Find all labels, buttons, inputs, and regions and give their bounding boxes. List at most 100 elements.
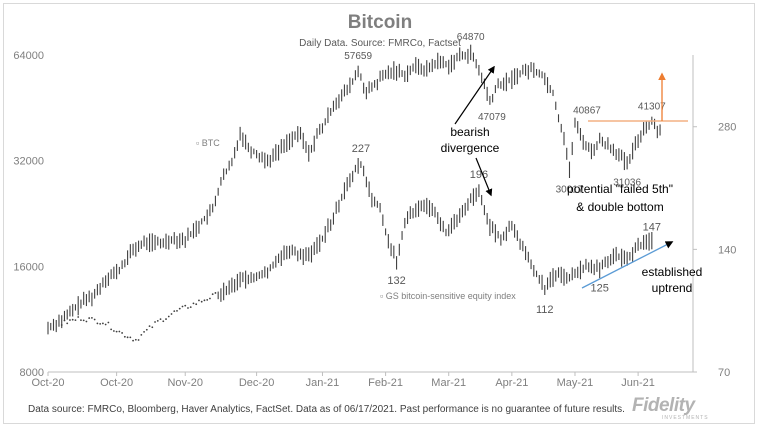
x-tick-label: Jan-21 — [306, 377, 340, 389]
gs-series-label: ▫ GS bitcoin-sensitive equity index — [380, 291, 516, 301]
gs-index-point — [101, 322, 104, 325]
btc-series-layer — [47, 44, 661, 335]
divergence-arrow-up — [454, 65, 495, 125]
gs-index-point — [74, 319, 77, 322]
x-tick-label: Apr-21 — [495, 377, 528, 389]
x-tick-label: Jun-21 — [621, 377, 655, 389]
annotation-layer: ▫ BTC ▫ GS bitcoin-sensitive equity index… — [196, 32, 702, 316]
uptrend-line — [581, 241, 674, 289]
data-source-footnote: Data source: FMRCo, Bloomberg, Haver Ana… — [28, 404, 625, 415]
btc-value-label: 30017 — [556, 184, 584, 195]
annotation-divergence: divergence — [441, 141, 500, 155]
btc-value-label: 41307 — [638, 102, 666, 113]
gs-index-point — [189, 306, 192, 309]
gs-value-label: 125 — [591, 282, 609, 294]
btc-value-label: 31036 — [613, 177, 641, 188]
gs-index-point — [132, 339, 134, 342]
x-tick-label: Dec-20 — [239, 377, 274, 389]
x-tick-label: Feb-21 — [368, 377, 403, 389]
gs-index-point — [145, 328, 148, 331]
x-tick-label: May-21 — [557, 377, 594, 389]
gs-index-point — [69, 319, 71, 321]
gs-value-label: 196 — [470, 169, 488, 181]
gs-index-point — [165, 318, 167, 320]
left-tick-label: 64000 — [13, 50, 44, 62]
gs-index-point — [121, 332, 124, 334]
gs-index-point — [110, 328, 113, 331]
btc-value-label: 57659 — [344, 51, 372, 62]
axes-layer: 8000 16000 32000 64000 70 140 280 Oct-20 Oct-20 N… — [13, 50, 736, 389]
chart-frame — [3, 3, 755, 424]
annotation-bearish: bearish — [450, 125, 489, 139]
gs-index-point — [143, 331, 145, 333]
gs-index-point — [99, 322, 102, 325]
gs-index-point — [63, 319, 66, 322]
gs-value-label: 132 — [387, 275, 405, 287]
x-tick-label: Oct-20 — [31, 377, 64, 389]
gs-index-point — [118, 330, 121, 333]
x-tick-label: Nov-20 — [167, 377, 202, 389]
x-tick-label: Mar-21 — [431, 377, 466, 389]
gs-index-point — [66, 322, 69, 325]
gs-index-point — [176, 309, 178, 312]
btc-value-label: 47079 — [478, 112, 506, 123]
left-tick-label: 32000 — [13, 156, 44, 168]
gs-index-point — [209, 297, 211, 300]
gs-index-point — [192, 302, 195, 305]
gs-index-point — [156, 319, 159, 322]
btc-value-label: 40867 — [573, 105, 601, 116]
right-tick-label: 140 — [718, 244, 736, 256]
gs-index-point — [137, 339, 140, 341]
gs-index-point — [104, 323, 107, 326]
gs-index-point — [200, 300, 203, 303]
gs-index-point — [80, 319, 82, 322]
annotation-double-bottom: & double bottom — [576, 200, 663, 214]
gs-value-label: 227 — [352, 143, 370, 155]
gs-index-point — [195, 303, 198, 306]
gs-index-point — [129, 336, 132, 339]
btc-value-label: 64870 — [457, 32, 485, 43]
gs-index-point — [162, 320, 165, 323]
gs-index-point — [148, 325, 151, 328]
gs-index-point — [93, 318, 96, 321]
fidelity-logo: Fidelity — [632, 395, 695, 416]
gs-index-point — [184, 304, 187, 307]
left-tick-label: 8000 — [20, 367, 44, 379]
gs-index-point — [181, 305, 184, 308]
gs-index-point — [123, 335, 126, 338]
annotation-established: established — [642, 265, 703, 279]
annotation-failed-5th: potential "failed 5th" — [567, 182, 673, 196]
right-tick-label: 70 — [718, 367, 730, 379]
gs-index-point — [96, 322, 99, 325]
gs-index-point — [60, 324, 63, 326]
gs-index-point — [211, 293, 214, 296]
gs-index-point — [159, 318, 162, 321]
gs-index-point — [85, 320, 88, 323]
gs-index-point — [187, 307, 189, 309]
gs-index-point — [82, 319, 85, 322]
gs-index-point — [134, 338, 137, 341]
gs-index-point — [140, 334, 143, 336]
gs-value-label: 112 — [536, 304, 554, 316]
gs-index-point — [214, 292, 217, 294]
gs-index-point — [151, 326, 154, 329]
gs-index-point — [154, 321, 156, 323]
right-tick-label: 280 — [718, 122, 736, 134]
gs-index-point — [198, 299, 200, 302]
gs-index-point — [91, 317, 93, 319]
gs-index-point — [173, 310, 176, 313]
gs-index-point — [77, 316, 80, 318]
gs-series-layer — [60, 157, 653, 342]
gs-index-point — [167, 315, 170, 318]
gs-index-point — [71, 318, 74, 321]
left-tick-label: 16000 — [13, 261, 44, 273]
x-tick-label: Oct-20 — [100, 377, 133, 389]
gs-index-point — [170, 313, 173, 315]
gs-value-label: 147 — [643, 222, 661, 234]
divergence-arrow-down — [475, 157, 493, 197]
gs-index-point — [107, 321, 110, 324]
gs-index-point — [203, 299, 206, 302]
annotation-uptrend: uptrend — [652, 281, 693, 295]
gs-index-point — [206, 299, 209, 301]
